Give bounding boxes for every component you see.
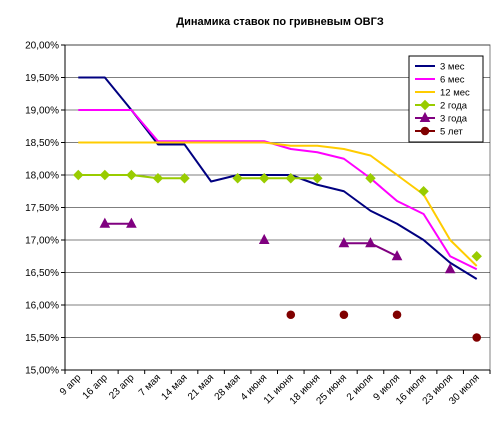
x-tick-label: 16 апр [81,372,111,402]
data-point-circle [286,310,296,320]
series-3 [78,141,478,267]
y-tick-label: 18,00% [25,171,59,182]
y-tick-label: 16,50% [25,268,59,279]
y-tick-label: 15,00% [25,366,59,377]
data-point-diamond [419,99,431,111]
data-point-diamond [312,173,323,184]
data-point-triangle [419,111,431,122]
data-point-triangle [126,217,137,228]
data-point-triangle [258,233,270,244]
y-tick-label: 15,50% [25,333,59,344]
data-point-diamond [99,169,111,181]
data-point-circle [339,310,349,320]
x-tick-label: 21 мая [186,372,216,402]
legend-label: 5 лет [440,127,463,138]
data-point-triangle [99,217,111,228]
legend-label: 6 мес [440,75,465,86]
data-point-diamond [152,173,164,184]
data-point-circle [420,126,430,136]
series-group [73,76,482,342]
legend-entry: 3 мес [415,62,465,73]
x-tick-label: 28 мая [213,372,243,402]
legend-entry: 12 мес [415,88,470,99]
y-tick-label: 18,50% [25,138,59,149]
legend-label: 12 мес [440,88,470,99]
data-point-diamond [126,169,137,181]
y-tick-label: 16,00% [25,301,59,312]
y-tick-label: 17,50% [25,203,59,214]
series-4 [73,169,482,262]
x-tick-label: 14 мая [159,372,189,402]
legend-entry: 2 года [415,99,468,112]
chart-title: Динамика ставок по гривневым ОВГЗ [176,16,384,28]
x-tick-label: 23 апр [107,372,137,402]
legend-entry: 5 лет [415,127,463,138]
data-point-diamond [365,173,376,184]
y-tick-label: 20,00% [25,41,59,52]
data-point-diamond [73,169,84,181]
series-1 [78,76,478,280]
data-point-triangle [444,263,456,274]
data-point-triangle [338,237,350,248]
legend: 3 мес 6 мес 12 мес 2 года 3 года 5 лет [408,55,484,143]
legend-label: 3 мес [440,62,465,73]
series-6 [286,310,482,342]
x-tick-label: 2 июля [345,372,376,403]
data-point-diamond [418,186,429,197]
legend-entry: 6 мес [415,75,465,86]
y-tick-label: 19,50% [25,73,59,84]
data-point-diamond [179,173,190,184]
data-point-diamond [471,251,482,262]
data-point-diamond [232,173,243,184]
series-5 [99,217,456,274]
series-line [78,141,478,267]
y-tick-label: 17,00% [25,236,59,247]
y-tick-label: 19,00% [25,106,59,117]
data-point-diamond [285,173,296,184]
data-point-triangle [391,250,403,261]
legend-box [408,55,484,143]
legend-label: 3 года [440,114,468,125]
legend-entry: 3 года [415,111,468,125]
data-point-circle [392,310,402,320]
series-line [78,76,478,280]
legend-label: 2 года [440,101,468,112]
data-point-triangle [365,237,376,248]
data-point-diamond [259,173,270,184]
data-point-circle [472,333,482,342]
